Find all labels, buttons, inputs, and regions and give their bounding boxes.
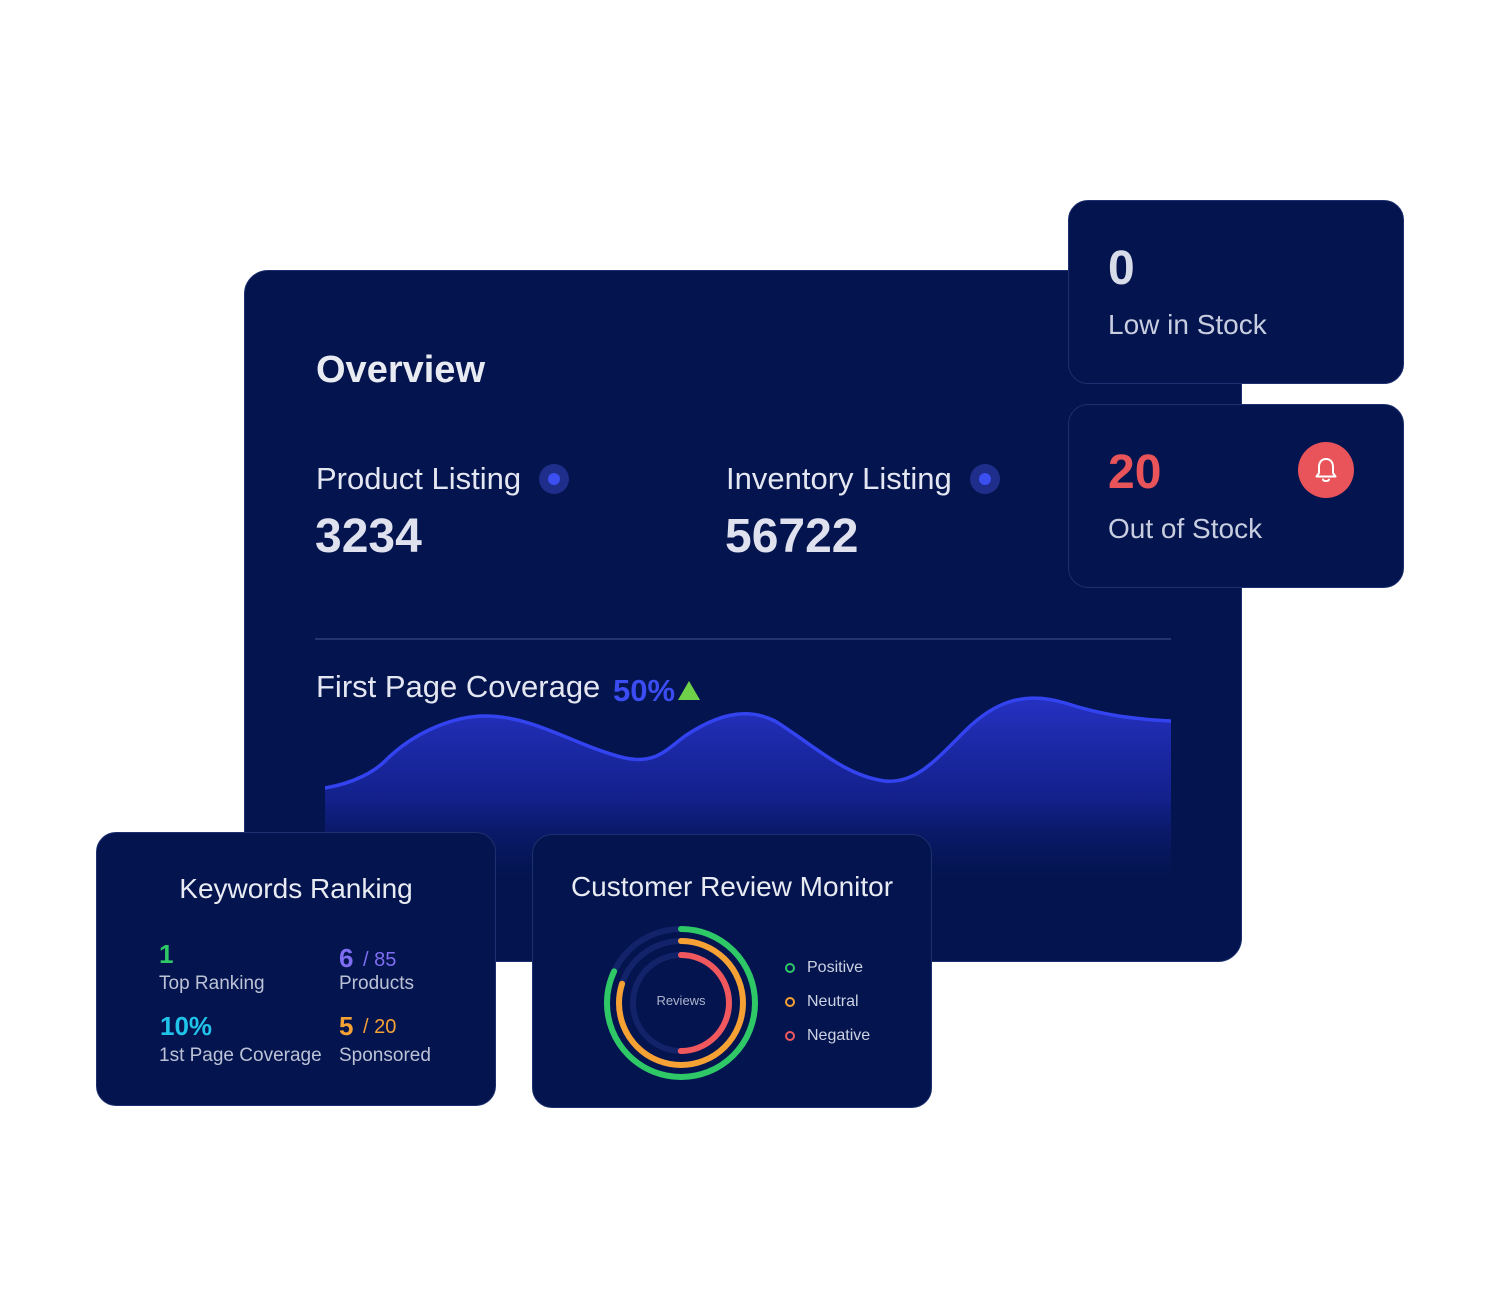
low-in-stock-value: 0 (1108, 242, 1135, 295)
legend-positive[interactable]: Positive (785, 959, 863, 977)
kw-coverage-value: 10% (160, 1011, 213, 1041)
kw-products-label: Products (339, 973, 414, 994)
coverage-label: First Page Coverage (316, 669, 601, 704)
kw-sponsored-total: / 20 (363, 1016, 397, 1038)
reviews-ring-chart[interactable] (601, 923, 761, 1083)
negative-dot-icon (785, 1031, 795, 1041)
coverage-value: 50% (613, 673, 676, 708)
product-listing-stat[interactable]: Product Listing (316, 461, 570, 497)
positive-dot-icon (785, 963, 795, 973)
coverage-area-fill (325, 698, 1171, 881)
bell-icon[interactable] (1298, 442, 1354, 498)
keywords-ranking-card: Keywords Ranking 1 Top Ranking 6 / 85 Pr… (96, 832, 496, 1106)
ring-negative (630, 952, 732, 1054)
product-listing-label: Product Listing (316, 461, 522, 496)
keywords-ranking-title: Keywords Ranking (179, 873, 413, 904)
divider (315, 638, 1171, 640)
legend-neutral-label: Neutral (807, 993, 859, 1010)
legend-positive-label: Positive (807, 959, 864, 976)
low-in-stock-label: Low in Stock (1108, 309, 1267, 340)
legend-neutral[interactable]: Neutral (785, 993, 859, 1011)
low-in-stock-card[interactable]: 0 Low in Stock (1068, 200, 1404, 384)
kw-sponsored-label: Sponsored (339, 1045, 431, 1066)
inventory-listing-value: 56722 (725, 510, 859, 563)
coverage-area-chart (325, 696, 1171, 881)
kw-coverage-label: 1st Page Coverage (159, 1045, 322, 1066)
reviews-center-label: Reviews (656, 993, 706, 1008)
product-listing-value: 3234 (315, 510, 422, 563)
product-listing-dot-icon (539, 464, 570, 494)
kw-products-total: / 85 (363, 949, 397, 971)
legend-negative-label: Negative (807, 1027, 871, 1044)
trend-up-icon (678, 681, 700, 700)
kw-top-ranking-value: 1 (159, 939, 174, 969)
coverage-line (325, 696, 1171, 790)
ring-neutral (616, 938, 746, 1068)
kw-products-value: 6 (339, 943, 354, 973)
overview-title: Overview (316, 349, 485, 391)
out-of-stock-value: 20 (1108, 446, 1162, 499)
inventory-listing-dot-icon (969, 464, 1000, 494)
out-of-stock-card[interactable]: 20 Out of Stock (1068, 404, 1404, 588)
kw-sponsored-value: 5 (339, 1011, 354, 1041)
neutral-dot-icon (785, 997, 795, 1007)
customer-review-monitor-card: Customer Review Monitor Reviews Positive… (532, 834, 932, 1108)
ring-positive (604, 926, 758, 1080)
out-of-stock-label: Out of Stock (1108, 513, 1263, 544)
inventory-listing-label: Inventory Listing (726, 461, 952, 496)
review-monitor-title: Customer Review Monitor (570, 871, 894, 902)
bell-icon-glyph (1315, 458, 1337, 482)
legend-negative[interactable]: Negative (785, 1027, 870, 1045)
kw-top-ranking-label: Top Ranking (159, 973, 265, 994)
inventory-listing-stat[interactable]: Inventory Listing (726, 461, 1000, 497)
